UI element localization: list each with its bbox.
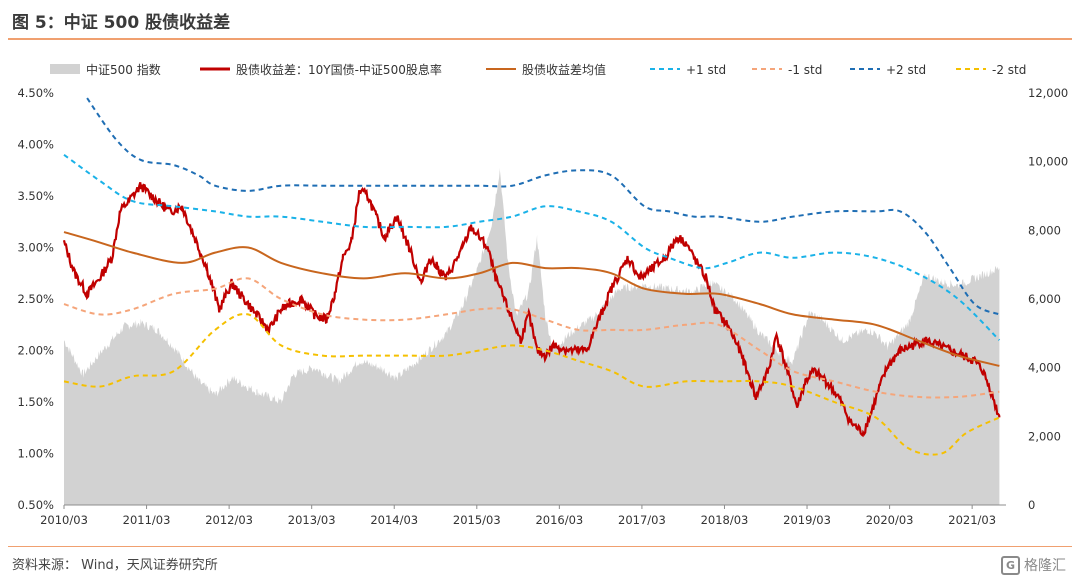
x-tick-label: 2015/03 bbox=[453, 513, 501, 527]
series-line-4 bbox=[63, 277, 1000, 399]
x-tick-label: 2017/03 bbox=[618, 513, 666, 527]
x-tick-label: 2019/03 bbox=[783, 513, 831, 527]
y-right-tick-label: 2,000 bbox=[1028, 429, 1061, 443]
source-note: 资料来源： Wind，天风证券研究所 bbox=[12, 558, 218, 573]
y-right-tick-label: 6,000 bbox=[1028, 292, 1061, 306]
axes: 2010/03 2011/03 2012/03 2013/03 2014/03 2015/… bbox=[17, 86, 1068, 527]
x-tick-label: 2020/03 bbox=[866, 513, 914, 527]
legend-label: 股债收益差均值 bbox=[522, 62, 606, 77]
series-line-6 bbox=[63, 312, 1000, 456]
series-area-index bbox=[64, 167, 1000, 505]
y-right-tick-label: 8,000 bbox=[1028, 223, 1061, 237]
x-tick-label: 2011/03 bbox=[123, 513, 171, 527]
series-line-2 bbox=[63, 231, 1000, 367]
title-divider bbox=[8, 38, 1072, 40]
y-right-tick-label: 12,000 bbox=[1028, 86, 1068, 100]
legend-label: -1 std bbox=[788, 63, 822, 77]
legend-label: +1 std bbox=[686, 63, 726, 77]
footer-divider bbox=[8, 546, 1072, 547]
x-tick-label: 2016/03 bbox=[535, 513, 583, 527]
x-tick-label: 2021/03 bbox=[948, 513, 996, 527]
x-tick-label: 2014/03 bbox=[370, 513, 418, 527]
y-left-tick-label: 4.50% bbox=[17, 86, 54, 100]
y-left-tick-label: 4.00% bbox=[17, 138, 54, 152]
y-left-tick-label: 3.00% bbox=[17, 241, 54, 255]
y-left-tick-label: 0.50% bbox=[17, 498, 54, 512]
x-tick-label: 2012/03 bbox=[205, 513, 253, 527]
figure-title: 图 5：中证 500 股债收益差 bbox=[12, 13, 231, 33]
watermark-logo-icon: G bbox=[1001, 555, 1020, 575]
legend-swatch-area bbox=[50, 64, 80, 74]
legend-label: 中证500 指数 bbox=[86, 62, 161, 77]
series-line-3 bbox=[63, 153, 1001, 341]
watermark-text: 格隆汇 bbox=[1024, 558, 1066, 574]
x-tick-label: 2018/03 bbox=[701, 513, 749, 527]
y-left-tick-label: 1.00% bbox=[17, 447, 54, 461]
y-left-tick-label: 1.50% bbox=[17, 395, 54, 409]
legend-label: -2 std bbox=[992, 63, 1026, 77]
legend-label: 股债收益差：10Y国债-中证500股息率 bbox=[236, 62, 442, 77]
y-left-tick-label: 2.00% bbox=[17, 344, 54, 358]
watermark: G 格隆汇 bbox=[1001, 555, 1066, 575]
legend-label: +2 std bbox=[886, 63, 926, 77]
legend: 中证500 指数 股债收益差：10Y国债-中证500股息率 股债收益差均值 +1 st… bbox=[50, 62, 1026, 77]
x-tick-label: 2010/03 bbox=[40, 513, 88, 527]
x-tick-label: 2013/03 bbox=[288, 513, 336, 527]
plot-area bbox=[62, 97, 1001, 505]
y-right-tick-label: 10,000 bbox=[1028, 155, 1068, 169]
y-right-tick-label: 0 bbox=[1028, 498, 1035, 512]
y-left-tick-label: 3.50% bbox=[17, 189, 54, 203]
y-right-tick-label: 4,000 bbox=[1028, 361, 1061, 375]
y-left-tick-label: 2.50% bbox=[17, 292, 54, 306]
